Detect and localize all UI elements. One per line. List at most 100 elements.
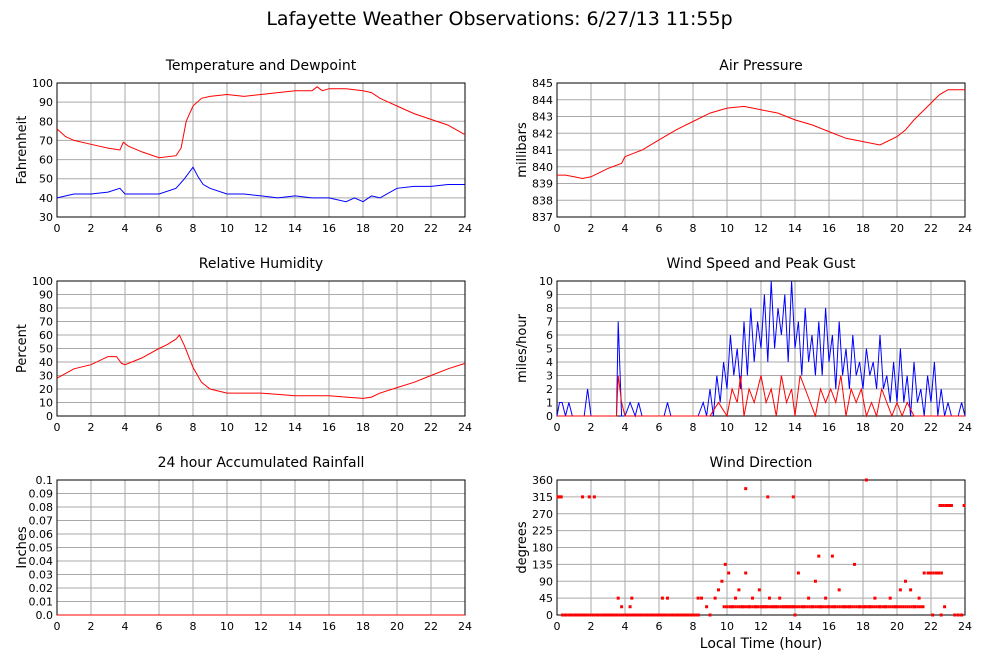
y-tick-label: 225 [532,525,553,538]
data-point [791,605,794,609]
data-point [828,605,831,609]
data-point [830,554,834,558]
chart-title: Relative Humidity [199,256,323,272]
data-point [581,613,584,617]
data-point [813,579,817,583]
y-tick-label: 70 [39,134,53,147]
data-point [875,605,878,609]
data-point [904,579,907,583]
data-point [916,605,919,609]
y-tick-label: 0.04 [29,555,54,568]
y-tick-label: 0.03 [29,569,54,582]
data-point [928,571,931,575]
plot-frame [56,280,466,417]
data-point [661,613,664,617]
data-point [900,605,903,609]
data-point [695,613,698,617]
x-tick-label: 10 [220,222,234,235]
x-tick-label: 20 [890,620,904,633]
data-point [910,605,913,609]
data-point [620,605,624,609]
data-point [871,605,874,609]
data-point [922,605,925,609]
data-point [824,596,828,600]
data-point [589,613,592,617]
y-tick-label: 0.09 [29,488,54,501]
x-tick-label: 12 [254,222,268,235]
x-tick-label: 22 [424,620,438,633]
x-tick-label: 14 [288,222,302,235]
data-point [743,605,745,609]
x-tick-label: 22 [924,222,938,235]
x-tick-label: 4 [622,620,629,633]
data-point [724,605,727,609]
data-point [751,605,754,609]
y-tick-label: 70 [39,316,53,329]
data-point [773,605,776,609]
data-point [814,605,817,609]
x-tick-label: 2 [588,421,595,434]
data-point [934,571,937,575]
x-tick-label: 0 [554,222,561,235]
data-point [700,596,703,600]
x-tick-label: 6 [656,421,663,434]
data-point [673,613,676,617]
y-tick-label: 844 [532,94,553,107]
data-point [571,613,574,617]
data-point [914,605,917,609]
x-tick-label: 6 [156,421,163,434]
data-point [943,605,947,609]
data-point [789,605,792,609]
data-point [616,613,619,617]
x-tick-label: 16 [822,620,836,633]
x-tick-label: 8 [190,620,197,633]
x-tick-label: 22 [924,620,938,633]
data-point [622,613,625,617]
x-tick-label: 4 [122,421,129,434]
data-point [950,504,953,507]
x-tick-label: 18 [356,222,370,235]
data-point [595,613,598,617]
x-tick-label: 20 [390,620,404,633]
data-point [785,605,788,609]
y-axis-label: Inches [15,526,30,568]
data-point [837,588,841,592]
data-point [791,495,795,499]
x-tick-label: 0 [54,222,61,235]
data-point [777,605,780,609]
x-tick-label: 18 [356,620,370,633]
x-tick-label: 10 [720,222,734,235]
y-tick-label: 0 [546,410,553,423]
data-point [944,504,947,507]
x-tick-label: 12 [754,222,768,235]
data-point [948,504,951,507]
y-tick-label: 0.05 [29,542,54,555]
y-tick-label: 90 [539,575,553,588]
data-point [630,613,633,617]
y-tick-label: 838 [532,194,553,207]
y-tick-label: 6 [546,329,553,342]
data-point [798,605,801,609]
data-point [906,605,909,609]
x-tick-label: 2 [88,222,95,235]
data-point [734,596,737,600]
data-point [908,605,911,609]
data-point [889,605,892,609]
x-tick-label: 14 [288,421,302,434]
data-point [675,613,678,617]
data-point [939,613,943,617]
series-line-1 [56,166,465,203]
x-tick-label: 12 [754,620,768,633]
x-tick-label: 8 [690,222,697,235]
y-tick-label: 30 [39,211,53,224]
data-point [857,605,860,609]
data-point [888,596,892,600]
data-point [757,588,761,592]
data-point [849,605,852,609]
data-point [696,596,700,600]
data-point [738,605,741,609]
data-point [807,596,811,600]
series-line-0 [557,89,965,180]
